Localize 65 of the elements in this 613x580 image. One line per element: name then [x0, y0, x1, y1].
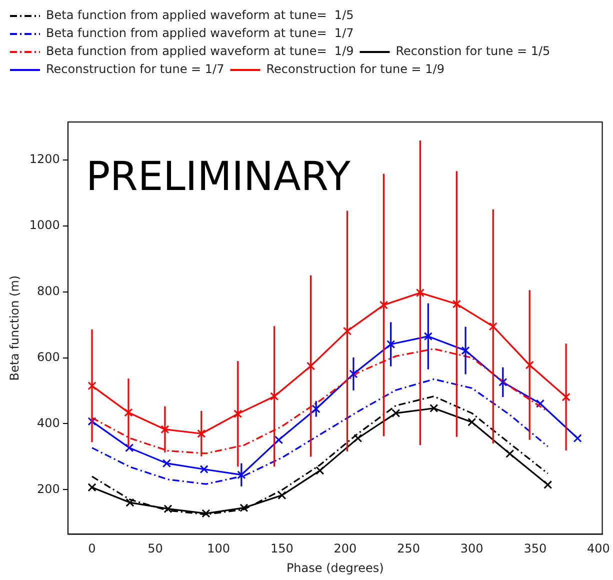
- point: [536, 399, 545, 408]
- y-axis-title: Beta function (m): [7, 275, 22, 381]
- point: [88, 382, 96, 390]
- point: [562, 392, 570, 402]
- x-tick-label: 250: [397, 542, 420, 556]
- point: [452, 300, 461, 308]
- point: [270, 392, 279, 401]
- point: [379, 300, 388, 310]
- annotation: PRELIMINARY: [86, 154, 352, 200]
- point: [525, 360, 534, 370]
- point: [498, 378, 508, 386]
- point: [197, 429, 206, 438]
- legend-label: Beta function from applied waveform at tune= 1/7: [46, 26, 354, 40]
- y-tick-label: 400: [37, 416, 60, 430]
- point: [312, 404, 320, 414]
- point: [386, 340, 396, 349]
- point: [126, 498, 134, 507]
- point: [342, 326, 352, 336]
- point: [88, 483, 96, 492]
- point: [306, 362, 316, 370]
- point: [240, 504, 248, 512]
- legend-label: Reconstion for tune = 1/5: [396, 44, 550, 58]
- point: [162, 459, 171, 468]
- point: [200, 464, 208, 474]
- point: [430, 404, 438, 413]
- point: [124, 408, 133, 417]
- point: [424, 332, 432, 341]
- point: [573, 434, 582, 443]
- x-tick-label: 150: [270, 542, 294, 556]
- point: [160, 425, 170, 434]
- point: [488, 322, 498, 331]
- y-tick-label: 200: [37, 482, 60, 496]
- point: [468, 418, 476, 426]
- x-tick-label: 50: [148, 542, 163, 556]
- y-tick-label: 600: [37, 350, 60, 364]
- legend-label: Reconstruction for tune = 1/7: [46, 62, 224, 76]
- point: [278, 491, 286, 500]
- point: [416, 288, 424, 298]
- point: [237, 470, 246, 480]
- legend-label: Reconstruction for tune = 1/9: [266, 62, 444, 76]
- x-tick-label: 0: [88, 542, 96, 556]
- y-tick-label: 1200: [29, 152, 60, 166]
- x-tick-label: 350: [524, 542, 547, 556]
- point: [274, 436, 284, 444]
- legend-label: Beta function from applied waveform at tune= 1/5: [46, 8, 354, 22]
- point: [461, 346, 470, 355]
- x-tick-label: 400: [587, 542, 610, 556]
- point: [506, 449, 514, 458]
- point: [544, 480, 552, 490]
- point: [354, 434, 362, 443]
- point: [392, 408, 400, 418]
- point: [234, 410, 242, 418]
- x-axis-title: Phase (degrees): [286, 560, 384, 575]
- legend-label: Beta function from applied waveform at tune= 1/9: [46, 44, 354, 58]
- point: [349, 370, 358, 378]
- point: [125, 444, 134, 452]
- point: [164, 504, 172, 514]
- point: [88, 417, 96, 426]
- x-tick-label: 200: [334, 542, 357, 556]
- point: [202, 509, 210, 518]
- y-tick-label: 800: [37, 284, 60, 298]
- point: [316, 466, 324, 475]
- x-tick-label: 100: [207, 542, 230, 556]
- x-tick-label: 300: [460, 542, 484, 556]
- y-tick-label: 1000: [29, 218, 60, 232]
